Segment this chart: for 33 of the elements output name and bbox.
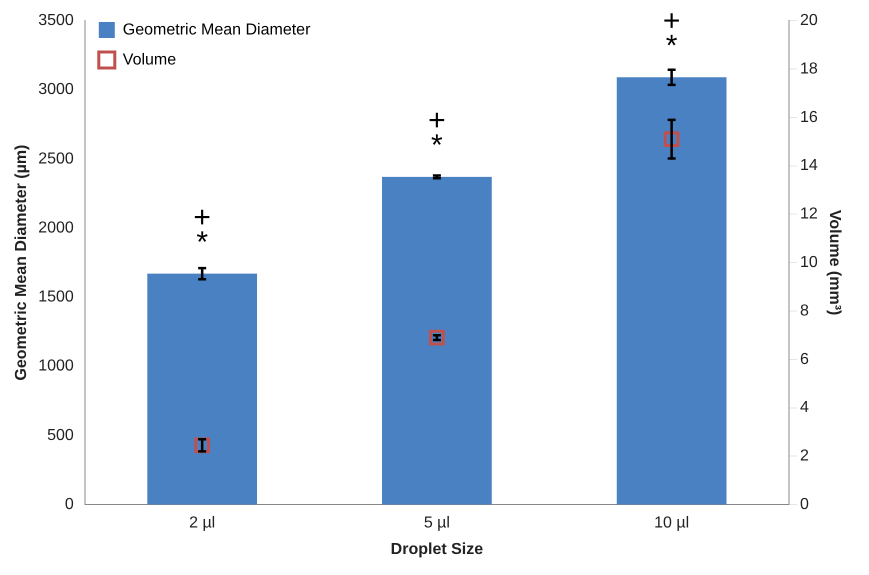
x-tick-label: 5 µl	[424, 514, 450, 532]
y-tick-label: 2000	[38, 219, 74, 236]
bar	[147, 274, 258, 505]
annotation: *	[196, 226, 208, 259]
x-tick-label: 10 µl	[654, 514, 690, 532]
y-tick-label: 1500	[38, 288, 74, 306]
y2-tick-label: 6	[800, 350, 810, 368]
y2-tick-label: 4	[800, 399, 810, 416]
y2-tick-label: 16	[800, 108, 818, 126]
y2-tick-label: 8	[800, 302, 810, 320]
y-tick-label: 0	[64, 496, 74, 514]
y2-tick-label: 0	[800, 496, 810, 514]
bar	[616, 77, 727, 505]
y2-tick-label: 18	[800, 60, 818, 78]
legend-label: Volume	[122, 51, 176, 68]
y-tick-label: 3000	[38, 81, 74, 98]
point	[194, 437, 210, 454]
y-axis-title: Geometric Mean Diameter (µm)	[13, 144, 30, 381]
point	[429, 330, 445, 346]
legend-label: Geometric Mean Diameter	[122, 21, 312, 38]
y2-tick-label: 2	[800, 448, 810, 465]
y2-tick-label: 14	[800, 157, 818, 174]
y-tick-label: 1000	[38, 358, 74, 375]
x-tick-label: 2 µl	[189, 514, 216, 532]
y2-axis-title: Volume (mm³)	[826, 210, 843, 316]
y-tick-label: 500	[47, 426, 74, 444]
y2-tick-label: 10	[800, 254, 818, 272]
y2-tick-label: 12	[800, 206, 818, 223]
y2-tick-label: 20	[800, 12, 818, 30]
y-tick-label: 3500	[38, 12, 74, 30]
bar	[382, 176, 492, 505]
y-tick-label: 2500	[38, 150, 74, 168]
x-axis-title: Droplet Size	[390, 540, 484, 558]
